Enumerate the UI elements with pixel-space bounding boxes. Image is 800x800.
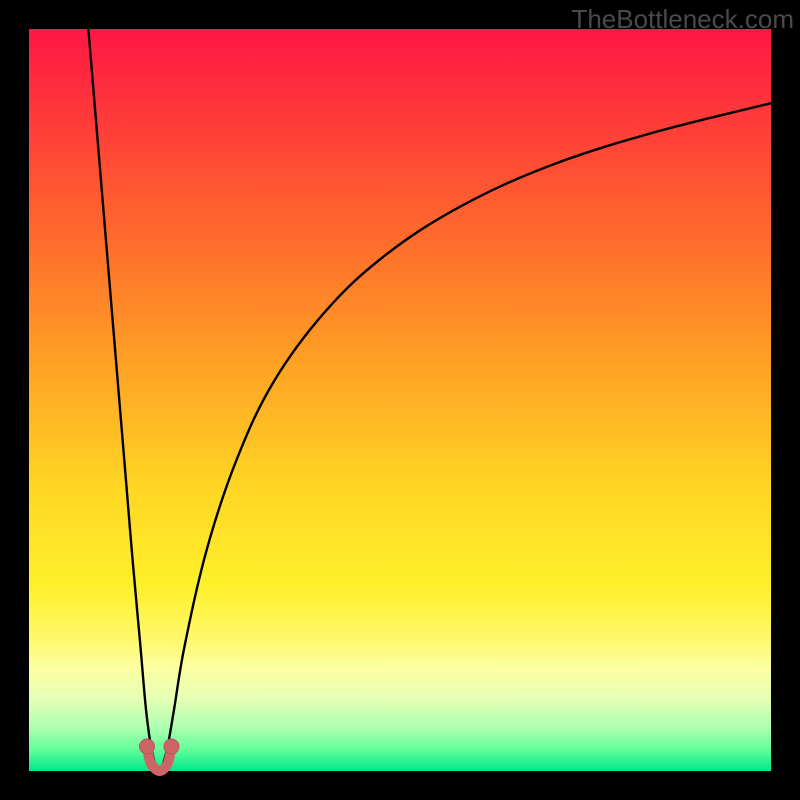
gradient-background — [29, 29, 771, 771]
chart-svg — [0, 0, 800, 800]
minimum-marker-dot — [164, 739, 179, 754]
minimum-marker-dot — [139, 739, 154, 754]
chart-canvas: TheBottleneck.com — [0, 0, 800, 800]
watermark-text: TheBottleneck.com — [571, 4, 794, 35]
